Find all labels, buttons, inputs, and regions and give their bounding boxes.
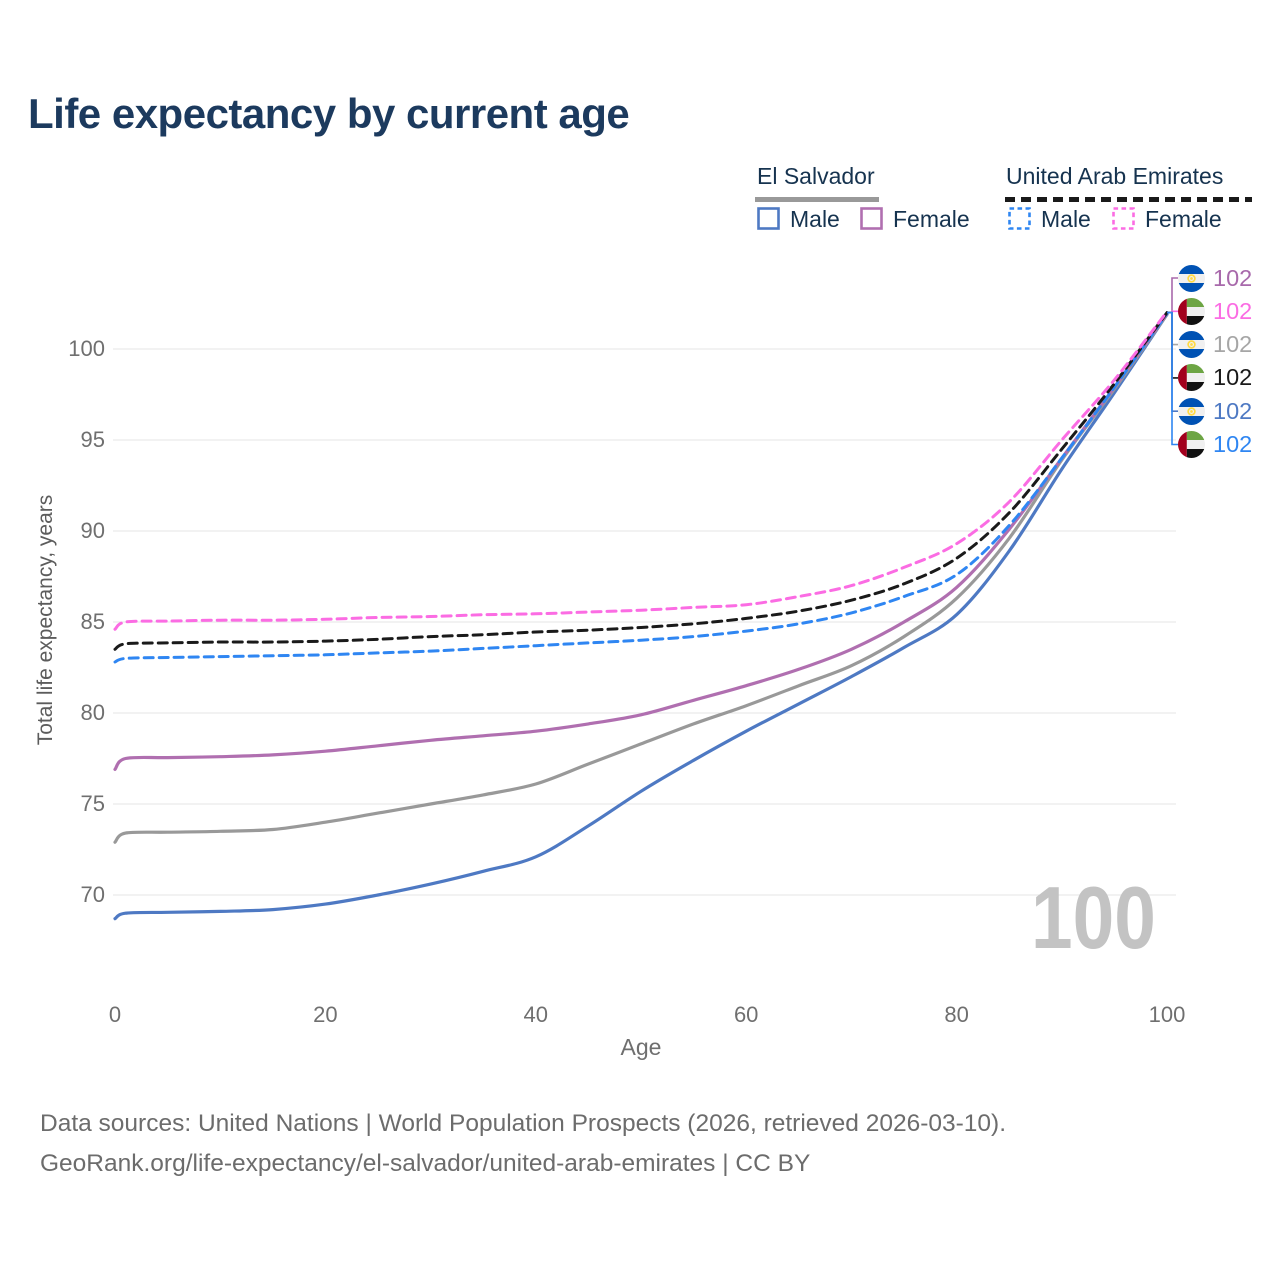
x-axis-title: Age (620, 1034, 662, 1060)
end-value-label: 102 (1213, 431, 1253, 457)
dashed-line-style-icon (1005, 197, 1252, 202)
series-line-united-arab-emirates (113, 311, 1169, 651)
legend-label-es-female: Female (893, 206, 970, 232)
end-label-row: 102 (1178, 331, 1253, 359)
y-tick-label: 100 (68, 336, 105, 361)
leader-line (1167, 277, 1178, 314)
end-value-label: 102 (1213, 264, 1253, 291)
page-title: Life expectancy by current age (28, 90, 630, 137)
el-salvador-female-swatch-icon (860, 207, 883, 230)
uae-flag-icon (1178, 297, 1205, 325)
y-tick-label: 75 (80, 791, 105, 816)
y-tick-label: 95 (80, 427, 105, 452)
end-value-label: 102 (1213, 297, 1253, 324)
end-label-row: 102 (1178, 364, 1253, 392)
uae-male-swatch-icon (1008, 207, 1031, 230)
x-tick-label: 80 (944, 1002, 969, 1027)
solid-square-icon (860, 207, 883, 230)
end-label-row: 102 (1178, 297, 1253, 325)
x-tick-label: 100 (1148, 1002, 1186, 1027)
footer-data-sources: Data sources: United Nations | World Pop… (40, 1110, 1007, 1137)
dashed-square-icon (1008, 207, 1031, 230)
dashed-square-icon (1112, 207, 1135, 230)
series-line-el-salvador-female (113, 311, 1169, 771)
end-label-row: 102 (1178, 264, 1253, 292)
uae-female-swatch-icon (1112, 207, 1135, 230)
el-salvador-male-swatch-icon (757, 207, 780, 230)
series-line-el-salvador-male (113, 312, 1169, 921)
el-salvador-flag-icon (1178, 331, 1205, 359)
legend-group-uae: United Arab Emirates (1006, 163, 1224, 189)
el-salvador-flag-icon (1178, 397, 1205, 425)
leader-line (1167, 311, 1178, 446)
footer-attribution: GeoRank.org/life-expectancy/el-salvador/… (40, 1150, 811, 1177)
series-line-el-salvador (113, 312, 1169, 844)
uae-flag-icon (1178, 364, 1205, 392)
uae-flag-icon (1178, 431, 1205, 458)
end-value-label: 102 (1213, 397, 1253, 424)
x-tick-label: 20 (313, 1002, 338, 1027)
y-tick-label: 90 (80, 518, 105, 543)
legend-label-es-male: Male (790, 206, 840, 232)
series-line-united-arab-emirates-female (113, 310, 1169, 631)
legend-label-uae-female: Female (1145, 206, 1222, 232)
y-tick-label: 85 (80, 609, 105, 634)
y-tick-label: 70 (80, 882, 105, 907)
solid-line-style-icon (755, 197, 879, 202)
end-value-label: 102 (1213, 364, 1253, 391)
x-tick-label: 0 (108, 1002, 122, 1027)
series-line-united-arab-emirates-male (113, 312, 1169, 664)
y-tick-label: 80 (80, 700, 105, 725)
age-watermark: 100 (1031, 868, 1156, 967)
x-tick-label: 40 (523, 1002, 549, 1027)
el-salvador-flag-icon (1178, 264, 1205, 292)
legend-group-el-salvador: El Salvador (757, 163, 875, 189)
end-value-label: 102 (1213, 331, 1253, 358)
end-label-row: 102 (1178, 431, 1252, 458)
legend-label-uae-male: Male (1041, 206, 1091, 232)
end-label-row: 102 (1178, 397, 1253, 425)
x-tick-label: 60 (733, 1002, 759, 1027)
solid-square-icon (757, 207, 780, 230)
